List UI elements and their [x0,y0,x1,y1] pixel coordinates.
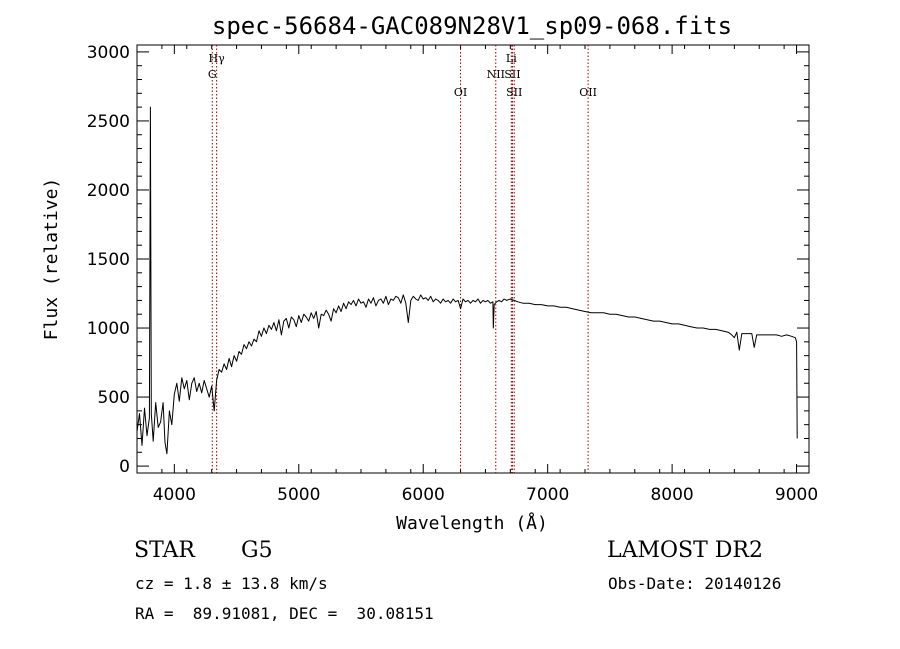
line-marker-label: SII [506,86,522,99]
x-tick-label: 7000 [526,485,569,505]
chart-title: spec-56684-GAC089N28V1_sp09-068.fits [212,12,732,40]
redshift-text: cz = 1.8 ± 13.8 km/s [135,574,328,593]
line-marker-label: SII [504,68,520,81]
y-tick-label: 500 [98,388,130,408]
y-tick-label: 0 [119,457,130,477]
x-axis-label: Wavelength (Å) [396,512,548,534]
line-marker-label: Hγ [209,52,226,65]
object-class: STAR [134,538,195,563]
obs-date: Obs-Date: 20140126 [608,574,782,593]
y-axis-label: Flux (relative) [41,178,62,341]
y-tick-label: 2000 [87,181,130,201]
x-tick-label: 4000 [153,485,196,505]
y-tick-label: 1000 [87,319,130,339]
spectrum-line [136,106,798,455]
axis-ticks: 4000 5000 6000 7000 8000 9000 0 500 1000 1500 2000… [87,43,818,505]
x-tick-label: 9000 [775,485,818,505]
line-marker-label: OII [579,86,597,99]
x-tick-label: 6000 [402,485,445,505]
line-marker-label: G [208,68,217,81]
spectrum-series [136,106,798,455]
y-tick-label: 3000 [87,43,130,63]
line-marker-label: OI [454,86,467,99]
coordinates-text: RA = 89.91081, DEC = 30.08151 [135,604,434,623]
x-tick-label: 5000 [277,485,320,505]
object-subclass: G5 [241,538,273,563]
y-tick-label: 1500 [87,250,130,270]
plot-frame [136,44,810,474]
line-marker-label: NII [487,68,505,81]
line-marker-label: Li [506,52,517,65]
x-tick-label: 8000 [650,485,693,505]
y-tick-label: 2500 [87,112,130,132]
survey-name: LAMOST DR2 [607,538,763,563]
